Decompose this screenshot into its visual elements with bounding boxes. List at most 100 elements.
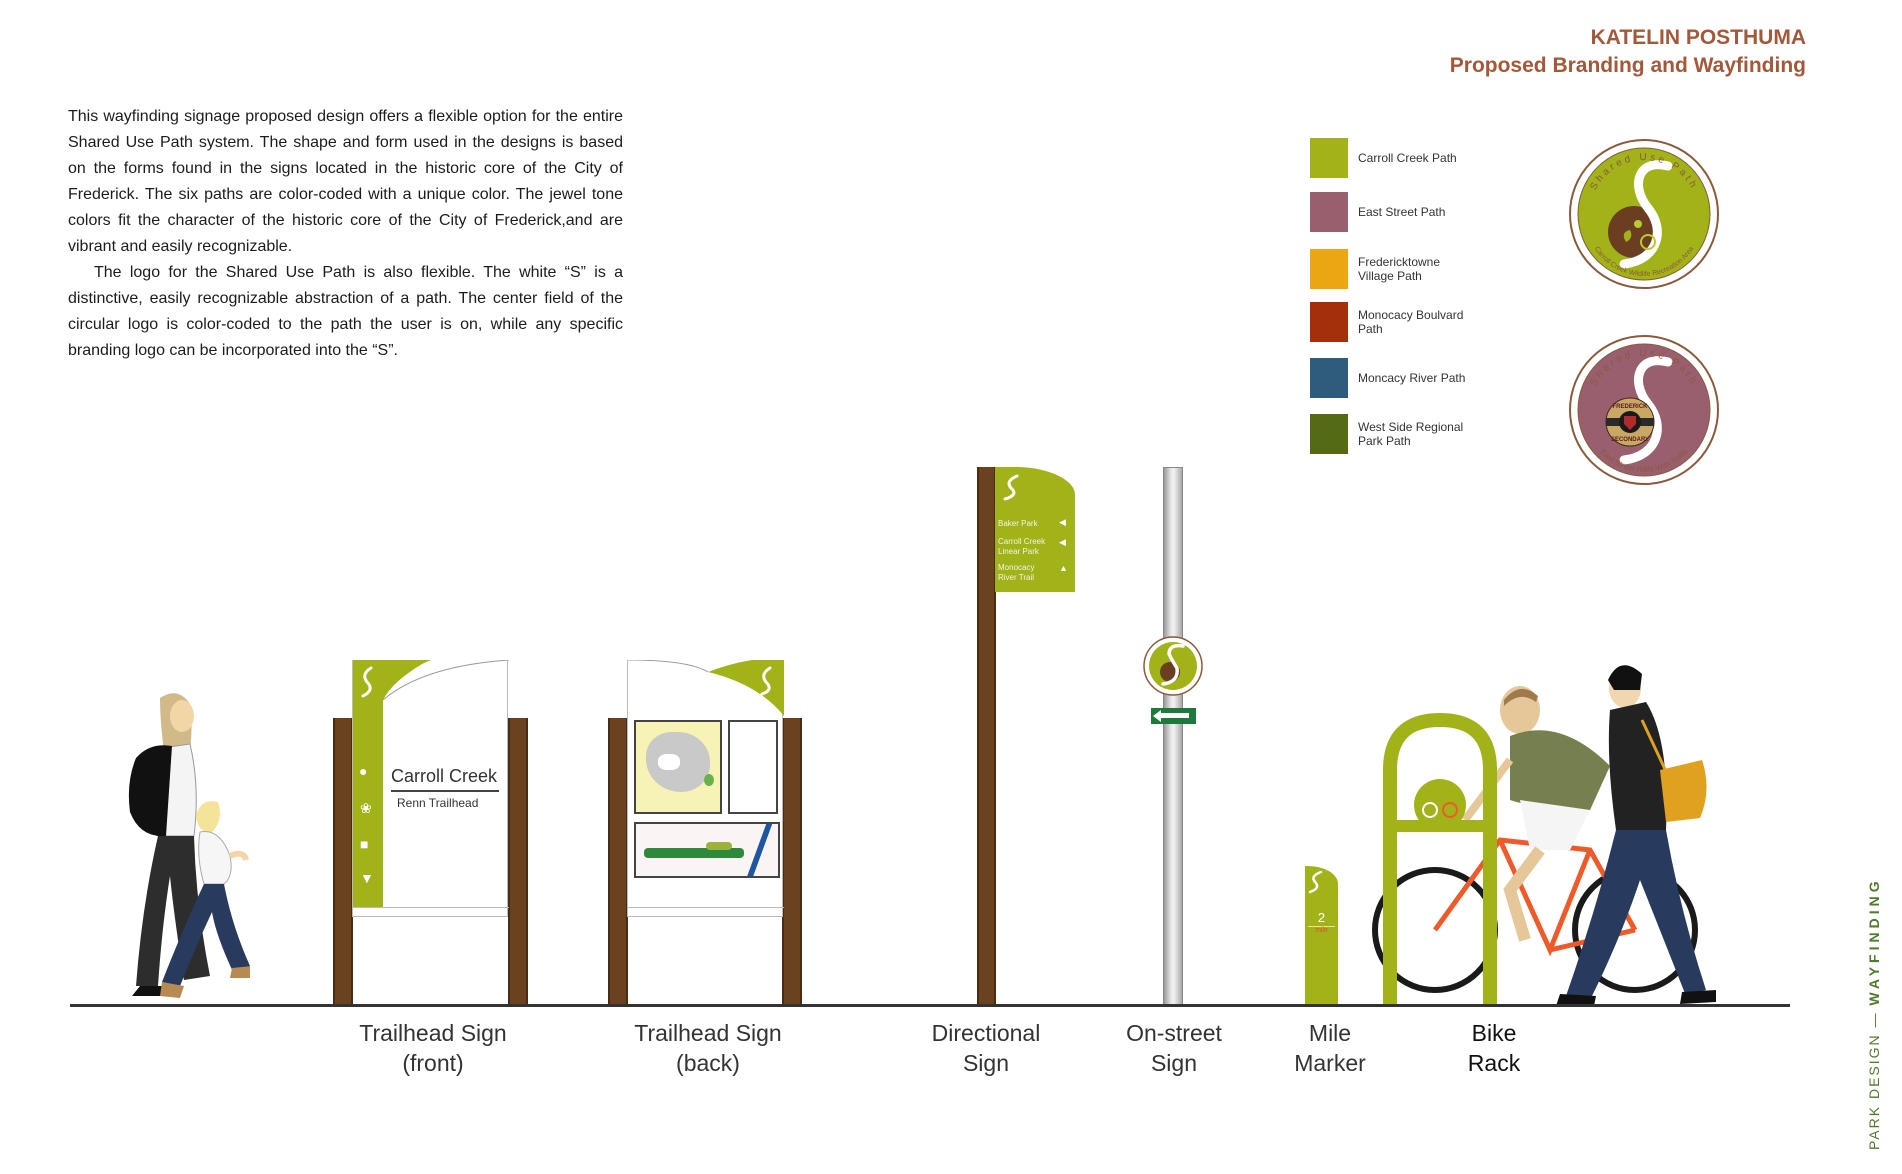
path-s-logo-icon — [1308, 870, 1323, 894]
svg-text:SECONDARY: SECONDARY — [1611, 437, 1649, 443]
shared-use-path-logo-icon — [1143, 636, 1203, 696]
arrow-left-icon: ◀ — [1059, 537, 1066, 547]
legend-label: Fredericktowne Village Path — [1358, 255, 1441, 283]
bike-rack-scene — [1370, 660, 1760, 1006]
caption-line: (back) — [676, 1050, 740, 1076]
cyclist-and-pedestrian-icon — [1372, 665, 1716, 1006]
legend-label: Moncacy River Path — [1358, 371, 1466, 385]
color-swatch — [1310, 192, 1348, 232]
map-park-area — [658, 754, 680, 770]
caption-directional: Directional Sign — [896, 1018, 1076, 1078]
mile-marker: 2 mile — [1305, 866, 1338, 1005]
sign-post-left — [608, 718, 628, 1005]
mile-unit: mile — [1315, 927, 1328, 934]
caption-line: Trailhead Sign — [634, 1020, 782, 1046]
sign-post-right — [508, 718, 528, 1005]
arrow-head — [1153, 710, 1161, 722]
caption-line: Mile — [1308, 1020, 1352, 1046]
trailhead-title: Carroll Creek — [391, 766, 498, 786]
arrow-up-icon: ▲ — [1059, 563, 1068, 573]
sign-panel: ● ❀ ■ ▼ Carroll Creek Renn Trailhead — [352, 660, 509, 917]
caption-line: (front) — [402, 1050, 464, 1076]
color-stripe — [353, 660, 383, 907]
color-swatch — [1310, 302, 1348, 342]
path-s-logo-icon — [1003, 474, 1019, 501]
woman-and-child-walking-icon — [128, 693, 252, 998]
caption-line: Marker — [1294, 1050, 1366, 1076]
color-swatch — [1310, 358, 1348, 398]
section-name: PARK DESIGN — — [1866, 1005, 1882, 1150]
color-swatch — [1310, 249, 1348, 289]
legend-label: Carroll Creek Path — [1358, 151, 1457, 165]
pedestrians-illustration — [100, 686, 252, 1004]
caption-line: Sign — [962, 1050, 1010, 1076]
destination-label: Baker Park — [998, 519, 1038, 528]
svg-text:FREDERICK: FREDERICK — [1612, 404, 1648, 410]
swing-icon: ▼ — [360, 870, 374, 886]
sign-panel — [627, 660, 784, 917]
caption-line: Rack — [1467, 1050, 1521, 1076]
caption-line: Sign — [1150, 1050, 1198, 1076]
path-s-logo-icon — [353, 660, 431, 700]
map-trail-segment — [706, 842, 732, 850]
east-street-logo: FREDERICK SECONDARY Shared Use Path East… — [1568, 334, 1720, 486]
shared-use-path-logo-icon: Shared Use Path Carroll Creek Wildlife R… — [1569, 139, 1719, 289]
caption-mile-marker: Mile Marker — [1240, 1018, 1420, 1078]
author-name: KATELIN POSTHUMA — [1590, 26, 1806, 49]
color-swatch — [1310, 414, 1348, 454]
map-green-area — [704, 774, 714, 786]
legend-label: Monocacy Boulvard Path — [1358, 308, 1464, 336]
color-swatch — [1310, 138, 1348, 178]
map-trail-corridor — [644, 848, 744, 858]
page-title: Proposed Branding and Wayfinding — [1449, 54, 1806, 77]
runner-icon: ❀ — [360, 800, 372, 816]
trailhead-subtitle: Renn Trailhead — [397, 796, 479, 810]
legend-item-fredericktowne: Fredericktowne Village Path — [1310, 249, 1530, 289]
direction-arrow-plate — [1151, 708, 1196, 724]
section-topic: WAYFINDING — [1866, 877, 1882, 1006]
legend-item-monocacy-boulevard: Monocacy Boulvard Path — [1310, 302, 1530, 342]
legend-item-east-street: East Street Path — [1310, 192, 1530, 232]
caption-trailhead-back: Trailhead Sign (back) — [618, 1018, 798, 1078]
caption-line: Directional — [931, 1020, 1041, 1046]
ground-line — [70, 1004, 1790, 1007]
caption-bike-rack: Bike Rack — [1404, 1018, 1584, 1078]
sign-post — [977, 467, 996, 1005]
legend-item-moncacy-river: Moncacy River Path — [1310, 358, 1530, 398]
caption-line: Trailhead Sign — [359, 1020, 507, 1046]
caption-trailhead-front: Trailhead Sign (front) — [343, 1018, 523, 1078]
intro-paragraph-1: This wayfinding signage proposed design … — [68, 108, 623, 255]
divider — [353, 907, 509, 908]
arrow-left-icon: ◀ — [1059, 517, 1066, 527]
legend-label: East Street Path — [1358, 205, 1446, 219]
sign-post-left — [333, 718, 353, 1005]
trail-map-panel — [634, 822, 780, 878]
legend-item-west-side: West Side Regional Park Path — [1310, 414, 1530, 454]
intro-text: This wayfinding signage proposed design … — [68, 104, 623, 364]
city-map-panel — [634, 720, 722, 814]
legend-label: West Side Regional Park Path — [1358, 420, 1464, 448]
sign-post-right — [782, 718, 802, 1005]
directional-panel: Baker Park ◀ Carroll Creek Linear Park ◀… — [995, 467, 1075, 592]
caption-line: On-street — [1126, 1020, 1222, 1046]
bicycle-icon: ● — [359, 763, 368, 779]
metal-pole — [1163, 467, 1183, 1005]
section-side-label: PARK DESIGN — WAYFINDING — [1866, 877, 1882, 1150]
destination-label: Monocacy River Trail — [998, 563, 1035, 582]
legend-item-carroll-creek: Carroll Creek Path — [1310, 138, 1530, 178]
shared-use-path-logo-icon: FREDERICK SECONDARY Shared Use Path East… — [1569, 335, 1719, 485]
caption-line: Bike — [1471, 1020, 1517, 1046]
divider — [391, 790, 499, 792]
carroll-creek-logo: Shared Use Path Carroll Creek Wildlife R… — [1568, 138, 1720, 290]
divider — [628, 907, 784, 908]
caption-on-street: On-street Sign — [1084, 1018, 1264, 1078]
map-river — [745, 824, 773, 876]
dog-icon: ■ — [360, 836, 369, 852]
destination-label: Carroll Creek Linear Park — [998, 537, 1046, 556]
divider — [1308, 926, 1335, 927]
intro-paragraph-2: The logo for the Shared Use Path is also… — [68, 264, 623, 359]
info-panel — [728, 720, 778, 814]
arrow-left-icon — [1157, 713, 1189, 718]
path-s-logo-icon — [628, 660, 784, 716]
mile-number: 2 — [1317, 910, 1326, 925]
